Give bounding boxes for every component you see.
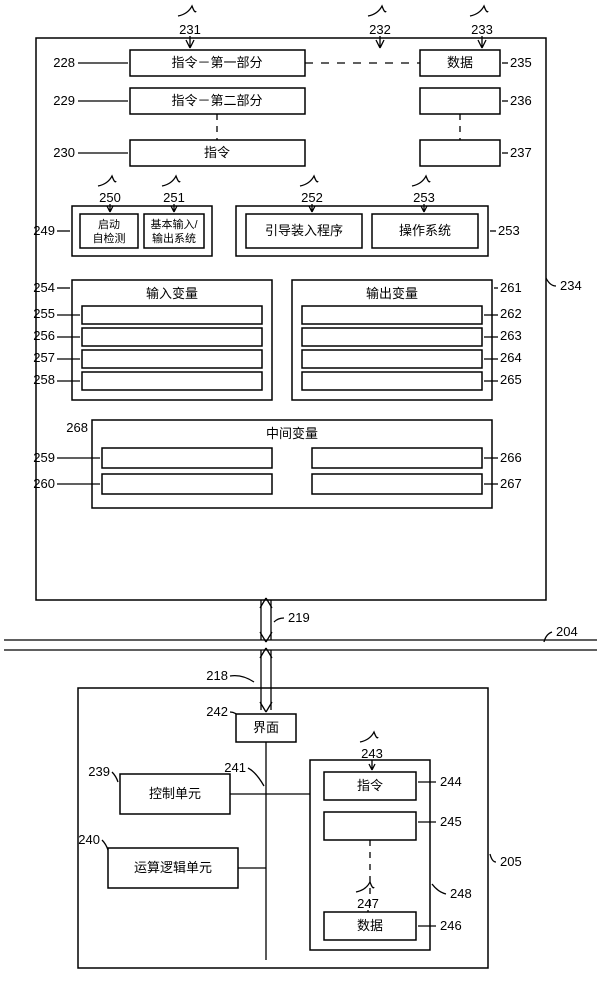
outvars-row-264 xyxy=(302,350,482,368)
ref-263: 263 xyxy=(500,328,522,343)
ref-239: 239 xyxy=(88,764,110,779)
outvars-row-265 xyxy=(302,372,482,390)
ref-242: 242 xyxy=(206,704,228,719)
ref-252: 252 xyxy=(301,190,323,205)
ref-205: 205 xyxy=(500,854,522,869)
ref-267: 267 xyxy=(500,476,522,491)
ref-259: 259 xyxy=(33,450,55,465)
midvars-row-266 xyxy=(312,448,482,468)
ref-249: 249 xyxy=(33,223,55,238)
ref-265: 265 xyxy=(500,372,522,387)
ref-260: 260 xyxy=(33,476,55,491)
label-data-246: 数据 xyxy=(357,918,383,933)
outvars-row-262 xyxy=(302,306,482,324)
ref-237: 237 xyxy=(510,145,532,160)
ref-268: 268 xyxy=(66,420,88,435)
label-data: 数据 xyxy=(447,55,473,70)
ref-228: 228 xyxy=(53,55,75,70)
label-os: 操作系统 xyxy=(399,223,451,238)
ref-264: 264 xyxy=(500,350,522,365)
invars-row-257 xyxy=(82,350,262,368)
ref-204: 204 xyxy=(556,624,578,639)
ref-230: 230 xyxy=(53,145,75,160)
ref-234: 234 xyxy=(560,278,582,293)
ref-258: 258 xyxy=(33,372,55,387)
ref-245: 245 xyxy=(440,814,462,829)
label-bootloader: 引导装入程序 xyxy=(265,223,343,238)
ref-218: 218 xyxy=(206,668,228,683)
ref-236: 236 xyxy=(510,93,532,108)
ref-266: 266 xyxy=(500,450,522,465)
label-instr-244: 指令 xyxy=(357,778,383,793)
ref-257: 257 xyxy=(33,350,55,365)
label-post-l1: 启动 xyxy=(98,218,120,231)
ref-255: 255 xyxy=(33,306,55,321)
label-bios-l2: 输出系统 xyxy=(152,231,196,245)
ref-243: 243 xyxy=(361,746,383,761)
ref-247: 247 xyxy=(357,896,379,911)
ref-251: 251 xyxy=(163,190,185,205)
ref-256: 256 xyxy=(33,328,55,343)
label-instr: 指令 xyxy=(204,145,230,160)
ref-253b: 253 xyxy=(498,223,520,238)
label-invars: 输入变量 xyxy=(146,286,198,301)
box-236 xyxy=(420,88,500,114)
ref-235: 235 xyxy=(510,55,532,70)
diagram: 231 232 233 指令－第一部分 数据 228 235 指令－第二部分 2… xyxy=(0,0,601,1000)
ref-232: 232 xyxy=(369,22,391,37)
midvars-row-267 xyxy=(312,474,482,494)
ref-241: 241 xyxy=(224,760,246,775)
label-bios-l1: 基本输入/ xyxy=(150,217,198,231)
invars-row-256 xyxy=(82,328,262,346)
ref-246: 246 xyxy=(440,918,462,933)
ref-229: 229 xyxy=(53,93,75,108)
box-245 xyxy=(324,812,416,840)
box-237 xyxy=(420,140,500,166)
label-ctrl: 控制单元 xyxy=(149,786,201,801)
label-alu: 运算逻辑单元 xyxy=(134,860,212,875)
outvars-row-263 xyxy=(302,328,482,346)
label-iface: 界面 xyxy=(253,720,279,735)
ref-244: 244 xyxy=(440,774,462,789)
invars-row-258 xyxy=(82,372,262,390)
ref-219: 219 xyxy=(288,610,310,625)
ref-240: 240 xyxy=(78,832,100,847)
midvars-row-259 xyxy=(102,448,272,468)
invars-row-255 xyxy=(82,306,262,324)
ref-254: 254 xyxy=(33,280,55,295)
ref-262: 262 xyxy=(500,306,522,321)
label-post-l2: 自检测 xyxy=(93,231,126,245)
label-instr-p1: 指令－第一部分 xyxy=(171,55,262,70)
ref-231: 231 xyxy=(179,22,201,37)
ref-261: 261 xyxy=(500,280,522,295)
ref-248: 248 xyxy=(450,886,472,901)
label-midvars: 中间变量 xyxy=(266,426,318,441)
ref-250: 250 xyxy=(99,190,121,205)
label-instr-p2: 指令－第二部分 xyxy=(171,93,262,108)
midvars-row-260 xyxy=(102,474,272,494)
label-outvars: 输出变量 xyxy=(366,286,418,301)
ref-253: 253 xyxy=(413,190,435,205)
ref-233: 233 xyxy=(471,22,493,37)
